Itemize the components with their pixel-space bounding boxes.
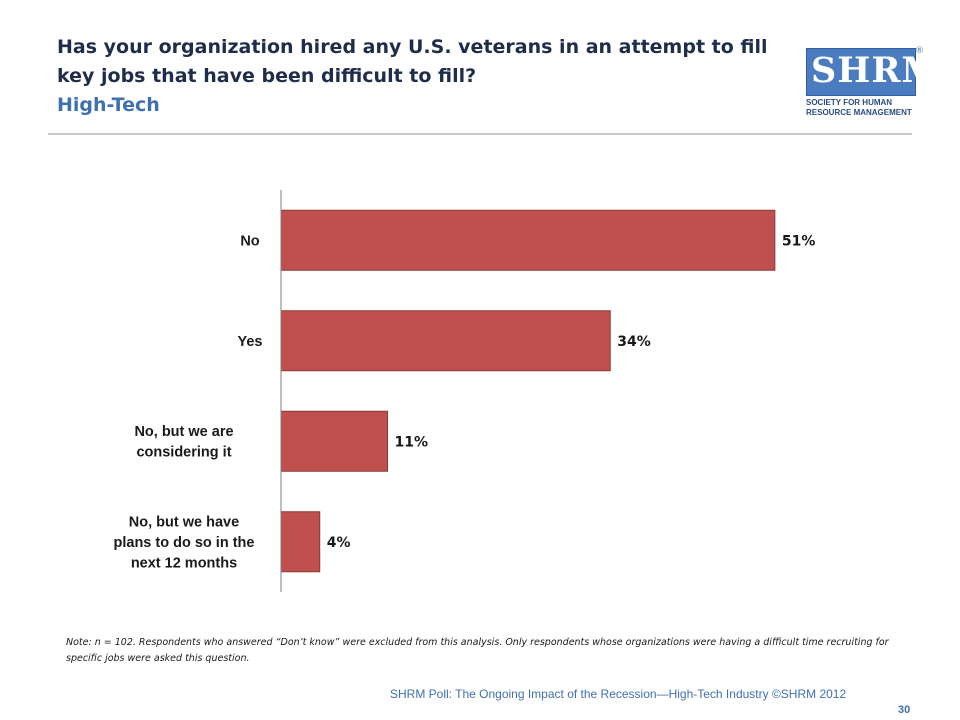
- page-number: 30: [898, 704, 911, 716]
- value-label: 34%: [617, 334, 651, 350]
- bar: [280, 410, 389, 472]
- bar: [280, 209, 776, 271]
- chart-note: Note: n = 102. Respondents who answered …: [66, 637, 889, 664]
- logo-line-1: SOCIETY FOR HUMAN: [806, 98, 893, 107]
- footer-text: SHRM Poll: The Ongoing Impact of the Rec…: [390, 687, 847, 701]
- shrm-logo: SHRM ® SOCIETY FOR HUMAN RESOURCE MANAGE…: [806, 46, 940, 123]
- logo-line-2: RESOURCE MANAGEMENT: [806, 108, 912, 117]
- logo-registered-mark: ®: [915, 46, 924, 56]
- bar: [280, 310, 611, 372]
- category-label: No, but we are considering it: [134, 424, 233, 461]
- slide-title: Has your organization hired any U.S. vet…: [57, 33, 787, 120]
- bar: [280, 511, 321, 573]
- category-label: Yes: [238, 334, 263, 350]
- value-label: 4%: [327, 535, 351, 551]
- value-label: 51%: [782, 233, 816, 249]
- category-label: No, but we have plans to do so in the next…: [114, 514, 255, 571]
- logo-box: SHRM: [806, 48, 940, 96]
- value-label: 11%: [395, 434, 429, 450]
- question-text: Has your organization hired any U.S. vet…: [57, 36, 768, 87]
- header-divider: [48, 133, 912, 135]
- category-label: No: [240, 233, 259, 249]
- logo-letters: SHRM: [811, 50, 942, 91]
- slide-subtitle: High-Tech: [57, 94, 160, 116]
